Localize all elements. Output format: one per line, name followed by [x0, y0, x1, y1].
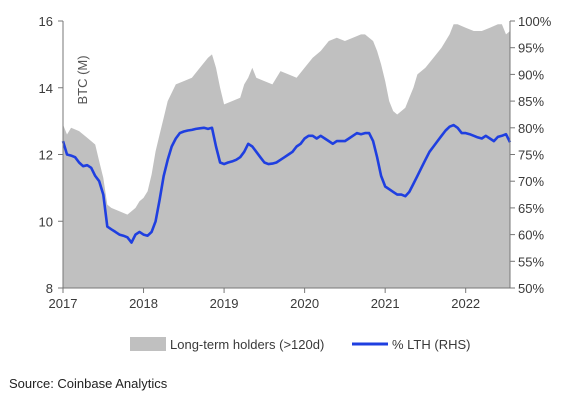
- right-tick-label: 95%: [518, 41, 544, 56]
- lth-chart: 8 10 12 14 16 50% 55% 60% 65% 70% 75% 80% 85% 90% 95%…: [39, 14, 552, 352]
- right-tick-label: 60%: [518, 228, 544, 243]
- right-tick-label: 50%: [518, 281, 544, 296]
- y-axis-title: BTC (M): [75, 55, 90, 104]
- x-tick-label: 2021: [371, 296, 400, 311]
- right-tick-label: 90%: [518, 67, 544, 82]
- right-tick-label: 75%: [518, 148, 544, 163]
- legend-label-long-term-holders: Long-term holders (>120d): [170, 337, 324, 352]
- left-tick-label: 14: [39, 81, 53, 96]
- right-tick-label: 65%: [518, 201, 544, 216]
- left-tick-label: 8: [46, 281, 53, 296]
- left-tick-label: 10: [39, 214, 53, 229]
- lth-percent-line: [61, 123, 512, 244]
- x-tick-label: 2017: [49, 296, 78, 311]
- x-tick-label: 2019: [210, 296, 239, 311]
- legend: Long-term holders (>120d) % LTH (RHS): [130, 337, 470, 352]
- x-tick-label: 2018: [129, 296, 158, 311]
- left-tick-label: 12: [39, 148, 53, 163]
- legend-label-lth-percent: % LTH (RHS): [392, 337, 470, 352]
- x-axis-ticks: 2017 2018 2019 2020 2021 2022: [49, 288, 480, 311]
- right-tick-label: 55%: [518, 254, 544, 269]
- plot-area: [61, 24, 512, 289]
- left-axis-ticks: 8 10 12 14 16: [39, 14, 63, 296]
- x-tick-label: 2020: [290, 296, 319, 311]
- x-tick-label: 2022: [451, 296, 480, 311]
- right-tick-label: 70%: [518, 174, 544, 189]
- source-note: Source: Coinbase Analytics: [9, 376, 168, 391]
- legend-swatch-area: [130, 337, 166, 351]
- right-tick-label: 80%: [518, 121, 544, 136]
- right-tick-label: 100%: [518, 14, 552, 29]
- right-axis-ticks: 50% 55% 60% 65% 70% 75% 80% 85% 90% 95% 100%: [510, 14, 552, 296]
- left-tick-label: 16: [39, 14, 53, 29]
- right-tick-label: 85%: [518, 94, 544, 109]
